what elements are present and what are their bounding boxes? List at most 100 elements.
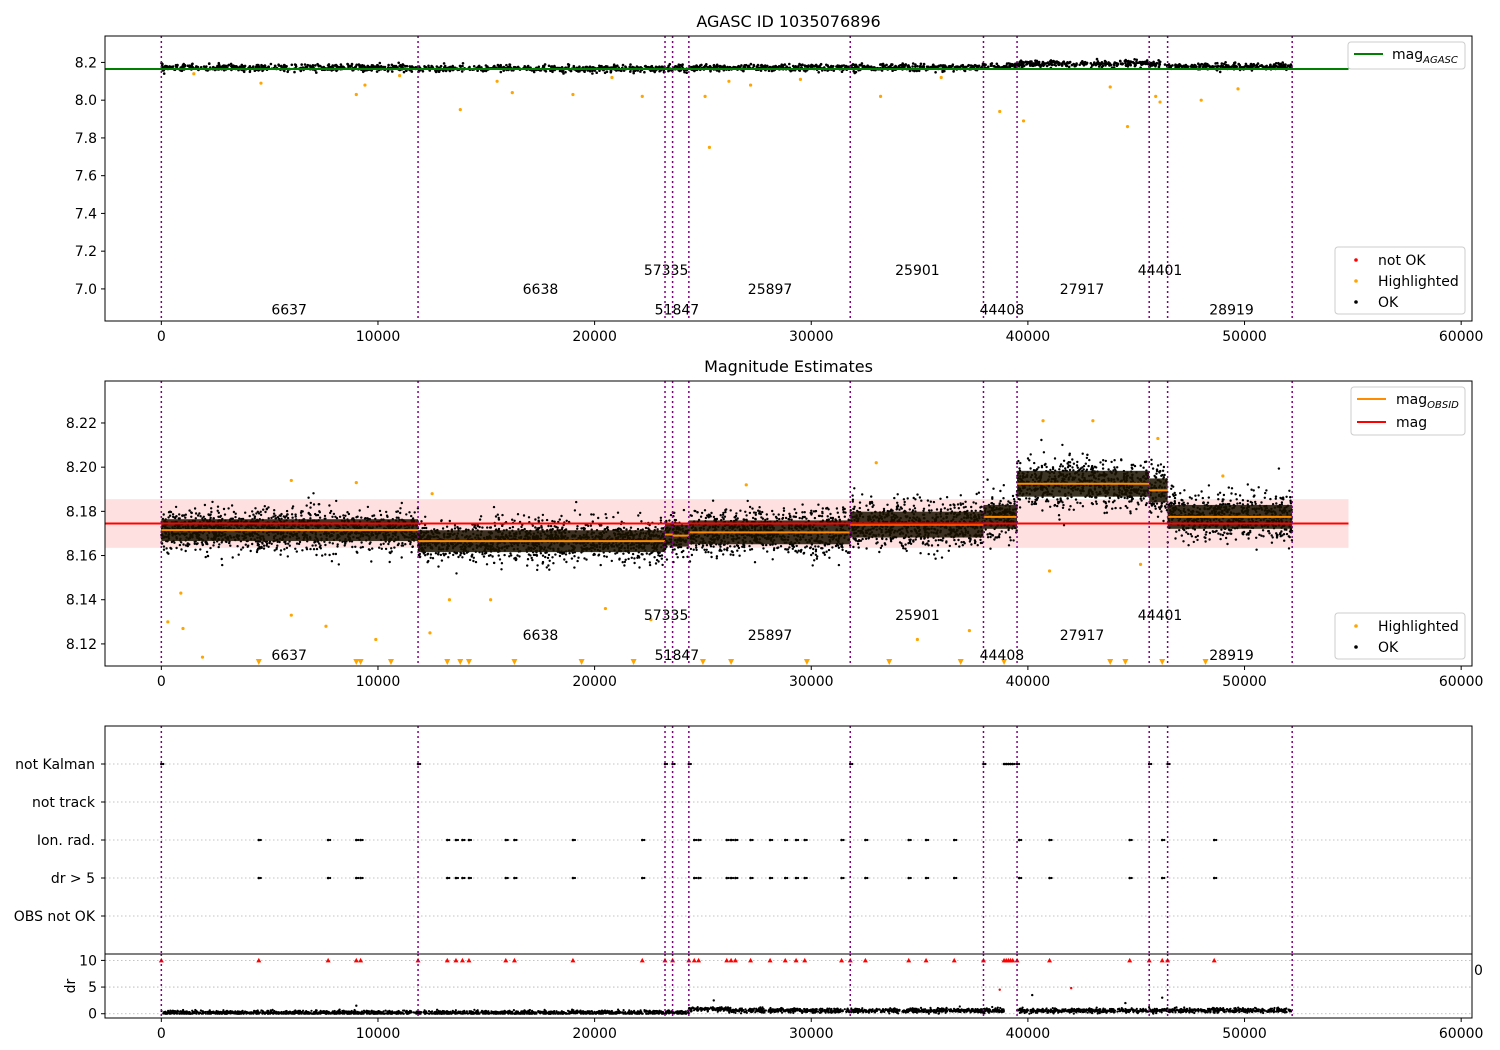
ok-point xyxy=(210,507,213,510)
y-tick-label: 8.2 xyxy=(75,55,97,71)
ok-point xyxy=(174,505,178,509)
ok-point xyxy=(234,515,237,519)
ok-point xyxy=(423,526,426,530)
ok-point xyxy=(1149,63,1153,67)
ok-point xyxy=(211,500,214,504)
ok-point xyxy=(919,62,923,66)
ok-point xyxy=(580,527,583,530)
obsid-label: 51847 xyxy=(655,303,700,319)
ok-point xyxy=(350,62,354,66)
ok-point xyxy=(203,503,207,507)
ok-point xyxy=(493,561,496,565)
ok-point xyxy=(728,65,731,69)
ok-point xyxy=(967,63,970,67)
ok-point xyxy=(749,62,753,66)
ok-point xyxy=(535,554,539,557)
ok-point xyxy=(196,514,200,517)
ok-point xyxy=(737,546,741,550)
ok-point xyxy=(410,514,413,518)
ok-point xyxy=(674,518,678,522)
ok-point xyxy=(252,65,255,68)
ok-point xyxy=(630,556,633,559)
ok-point xyxy=(1277,61,1280,65)
ok-point xyxy=(262,508,265,511)
ok-point xyxy=(230,504,234,507)
ok-point xyxy=(198,512,201,515)
ok-point xyxy=(408,511,411,514)
ok-point xyxy=(655,558,659,562)
ok-point xyxy=(551,70,554,74)
ok-point xyxy=(643,558,646,561)
ok-point xyxy=(433,528,436,531)
ok-point xyxy=(1238,65,1242,69)
ok-point xyxy=(1085,61,1089,65)
ok-point xyxy=(167,516,170,519)
ok-point xyxy=(385,510,388,514)
ok-point xyxy=(162,548,166,551)
ok-point xyxy=(610,559,613,563)
ok-point xyxy=(917,69,921,73)
ok-point xyxy=(714,66,717,69)
ok-point xyxy=(180,69,184,73)
ok-point xyxy=(184,516,187,519)
ok-point xyxy=(659,519,663,522)
ok-point xyxy=(516,554,519,557)
ok-point xyxy=(485,563,489,566)
ok-point xyxy=(653,556,656,559)
ok-point xyxy=(382,65,385,69)
ok-point xyxy=(1158,61,1161,65)
ok-point xyxy=(272,512,276,515)
ok-point xyxy=(537,516,540,519)
ok-point xyxy=(239,66,242,69)
ok-point xyxy=(656,528,659,531)
ok-point xyxy=(273,549,276,552)
ok-point xyxy=(605,516,608,520)
ok-point xyxy=(220,557,223,561)
ok-point xyxy=(669,545,672,548)
ok-point xyxy=(1046,61,1050,64)
legend-label-highlighted: Highlighted xyxy=(1378,274,1459,290)
ok-point xyxy=(862,64,866,68)
ok-point xyxy=(658,554,662,558)
ok-point xyxy=(603,555,606,558)
ok-point xyxy=(621,561,624,564)
ok-point xyxy=(1027,61,1030,65)
ok-point xyxy=(1289,63,1292,67)
ok-point xyxy=(370,64,374,67)
legend-label-sub: AGASC xyxy=(1422,55,1458,66)
plot-area xyxy=(105,57,1349,149)
ok-point xyxy=(952,70,955,73)
ok-point xyxy=(893,65,896,69)
ok-point xyxy=(681,63,684,66)
legend-label-mag-agasc: magAGASC xyxy=(1392,47,1458,66)
ok-point xyxy=(305,504,308,507)
ok-point xyxy=(315,514,318,517)
ok-point xyxy=(703,509,707,512)
ok-point xyxy=(494,515,498,518)
ok-point xyxy=(548,568,551,571)
ok-point xyxy=(243,64,247,68)
ok-point xyxy=(636,527,640,531)
ok-point xyxy=(426,552,430,555)
ok-point xyxy=(1219,65,1222,68)
ok-point xyxy=(254,65,258,69)
ok-point xyxy=(256,542,259,545)
ok-point xyxy=(324,553,327,556)
ok-point xyxy=(698,64,702,67)
ok-point xyxy=(486,526,489,529)
ok-point xyxy=(442,62,446,65)
ok-point xyxy=(309,501,312,505)
ok-point xyxy=(1205,63,1208,66)
ok-point xyxy=(334,552,338,556)
ok-point xyxy=(534,518,537,521)
ok-point xyxy=(621,63,625,67)
ok-point xyxy=(960,64,963,67)
highlighted-point xyxy=(1021,119,1026,123)
ok-point xyxy=(388,560,391,564)
ok-point xyxy=(262,547,266,550)
ok-point xyxy=(492,65,495,69)
ok-point xyxy=(216,509,219,512)
ok-point xyxy=(1169,64,1173,68)
ok-point xyxy=(638,566,641,569)
ok-point xyxy=(344,514,347,517)
